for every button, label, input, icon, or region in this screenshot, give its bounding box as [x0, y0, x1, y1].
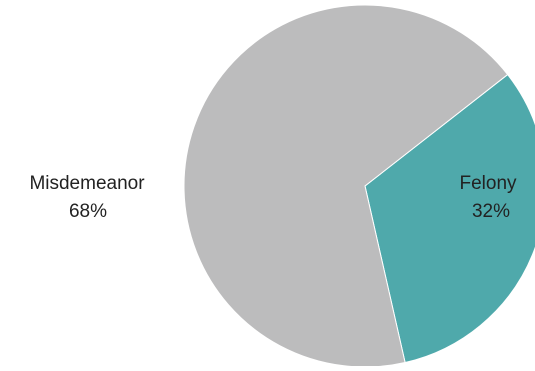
- felony-slice-label: Felony: [459, 173, 517, 194]
- felony-percent-label: 32%: [472, 201, 510, 222]
- pie-slice-felony: [364, 73, 535, 364]
- misdemeanor-percent-label: 68%: [69, 201, 107, 222]
- pie-slice-misdemeanor: [183, 4, 509, 368]
- misdemeanor-slice-label: Misdemeanor: [29, 173, 145, 194]
- labels-layer: Felony 32% Misdemeanor 68%: [29, 173, 517, 222]
- slices-layer: [183, 4, 535, 368]
